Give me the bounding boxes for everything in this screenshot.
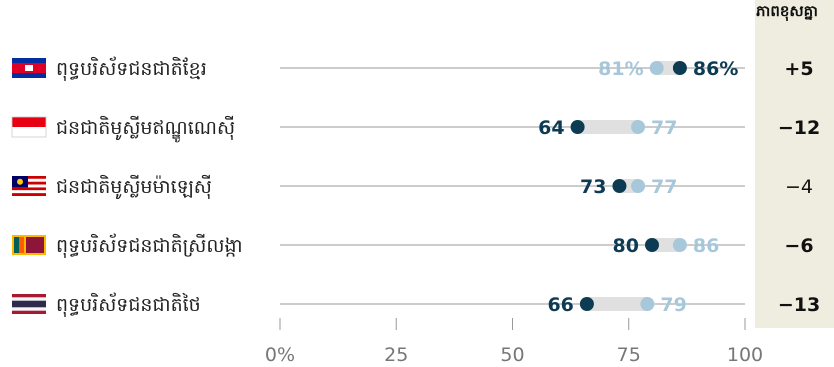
difference-value: −12 (778, 117, 820, 139)
light-dot (631, 120, 646, 134)
dark-dot (612, 179, 627, 193)
x-axis: 0% 25 50 75 100 (265, 318, 763, 366)
difference-value: −4 (785, 176, 813, 198)
x-tick-label: 25 (384, 344, 408, 366)
row-3: ជនជាតិមូស្លីមម៉ាឡេស៊ី 73 77 −4 (12, 174, 813, 200)
dark-value-label: 80 (613, 235, 639, 257)
malaysia-flag-icon (12, 176, 46, 196)
dark-value-label: 86% (693, 58, 738, 80)
x-tick-label: 75 (617, 344, 641, 366)
light-value-label: 81% (598, 58, 643, 80)
row-label: ជនជាតិមូស្លីមម៉ាឡេស៊ី (56, 174, 212, 200)
light-value-label: 77 (651, 176, 677, 198)
light-value-label: 77 (651, 117, 677, 139)
cambodia-flag-icon (12, 58, 46, 78)
dark-dot (579, 297, 594, 311)
row-1: ពុទ្ធបរិស័ទជនជាតិខ្មែរ 86% 81% +5 (12, 56, 814, 82)
light-dot (672, 238, 687, 252)
difference-value: −13 (778, 294, 820, 316)
x-tick-label: 50 (500, 344, 524, 366)
row-2: ជនជាតិមូស្លីមឥណ្ឌូណេស៊ី 64 77 −12 (11, 115, 820, 143)
light-dot (640, 297, 655, 311)
difference-header: ភាពខុសគ្នា (756, 2, 818, 22)
light-dot (649, 61, 664, 75)
difference-value: +5 (784, 58, 813, 80)
dark-dot (672, 61, 687, 75)
dark-dot (645, 238, 659, 252)
x-tick-label: 100 (727, 344, 763, 366)
light-dot (631, 179, 646, 193)
x-tick-label: 0% (265, 344, 295, 366)
srilanka-flag-icon (12, 235, 46, 255)
row-label: ជនជាតិមូស្លីមឥណ្ឌូណេស៊ី (56, 115, 235, 143)
row-label: ពុទ្ធបរិស័ទជនជាតិស្រីលង្កា (56, 233, 243, 259)
light-value-label: 79 (660, 294, 686, 316)
light-value-label: 86 (693, 235, 719, 257)
row-label: ពុទ្ធបរិស័ទជនជាតិខ្មែរ (56, 56, 207, 82)
difference-value: −6 (784, 235, 813, 257)
thailand-flag-icon (12, 294, 46, 314)
row-5: ពុទ្ធបរិស័ទជនជាតិថៃ 66 79 −13 (12, 292, 820, 318)
row-4: ពុទ្ធបរិស័ទជនជាតិស្រីលង្កា 80 86 −6 (12, 233, 814, 259)
dark-dot (570, 120, 585, 134)
chart-rows: ពុទ្ធបរិស័ទជនជាតិខ្មែរ 86% 81% +5 ជនជាតិមូស្… (11, 56, 820, 318)
dark-value-label: 66 (547, 294, 573, 316)
dark-value-label: 64 (538, 117, 564, 139)
indonesia-flag-icon (11, 116, 47, 138)
difference-column-bg (755, 0, 834, 328)
dark-value-label: 73 (580, 176, 606, 198)
row-label: ពុទ្ធបរិស័ទជនជាតិថៃ (56, 292, 201, 318)
